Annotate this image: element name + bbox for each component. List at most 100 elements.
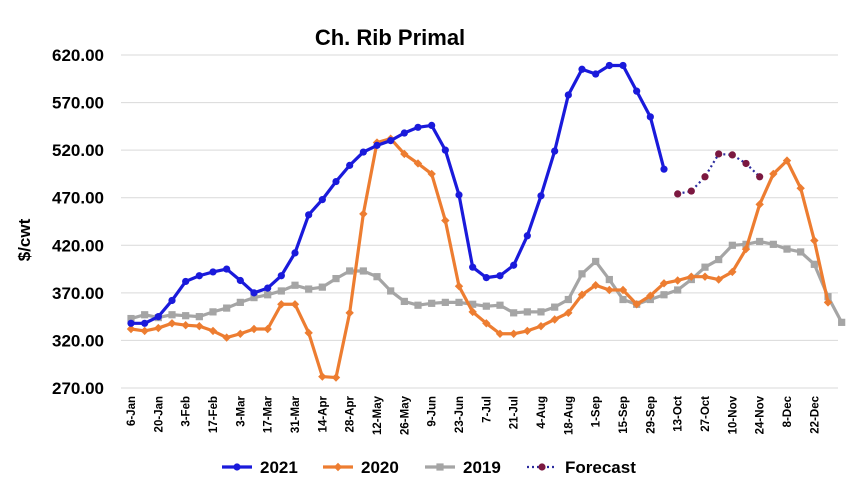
data-point [168,296,176,305]
data-point [701,173,709,181]
data-point [318,196,326,204]
data-point [290,300,300,309]
data-point [646,113,654,121]
y-tick-label: 320.00 [52,331,104,350]
y-tick-label: 370.00 [52,284,104,303]
x-tick-label: 20-Jan [153,396,165,432]
x-tick-label: 21-Jul [509,396,521,429]
series-group [126,61,846,382]
data-point [455,191,463,199]
y-tick-label: 520.00 [52,141,104,160]
data-point [250,289,258,297]
data-point [195,321,204,331]
data-point [605,285,614,295]
data-point [632,300,641,309]
data-point [332,177,340,186]
data-point [236,298,244,306]
data-point [783,245,791,253]
data-point [126,324,136,334]
data-point [305,211,313,219]
data-point [455,298,463,306]
data-point [209,268,217,276]
data-point [181,321,190,330]
data-point [537,192,545,200]
data-point [277,300,286,309]
x-tick-label: 17-Mar [263,395,275,433]
data-point [659,279,669,288]
x-tick-label: 3-Mar [235,395,247,426]
data-point [277,287,285,295]
x-tick-label: 24-Nov [755,395,767,434]
data-point [359,267,367,275]
x-tick-label: 26-May [399,395,411,435]
data-point [728,151,736,159]
data-point [482,319,491,328]
data-point [538,463,546,471]
x-tick-label: 12-May [372,395,384,435]
data-point [140,326,149,336]
data-point [154,313,162,321]
data-point [673,276,682,285]
data-point [510,261,518,269]
data-point [674,286,682,294]
data-point [373,273,381,281]
y-tick-label: 270.00 [52,379,104,398]
data-point [332,274,340,283]
data-point [387,287,395,295]
data-point [619,295,627,304]
data-point [359,148,367,156]
data-point [482,274,490,282]
x-tick-label: 14-Apr [317,395,329,432]
x-tick-label: 3-Feb [181,396,193,427]
data-point [469,300,477,308]
data-point [755,200,764,209]
data-point [141,311,149,319]
data-point [496,301,504,309]
data-point [468,307,477,317]
data-point [715,150,723,158]
data-point [782,156,792,165]
series-line [130,137,830,380]
series-2021 [127,61,668,327]
data-point [277,272,285,280]
data-point [564,295,572,304]
data-point [536,321,546,331]
data-point [660,291,668,299]
data-point [823,298,833,307]
data-point [441,298,449,306]
legend-item-2021: 2021 [222,458,298,477]
data-point [236,329,245,338]
data-point [222,333,231,342]
data-point [428,299,436,307]
series-2019 [127,237,846,326]
x-tick-label: 28-Apr [345,395,357,432]
x-tick-label: 31-Mar [290,395,302,433]
data-point [756,173,764,181]
data-point [264,291,272,299]
x-tick-label: 1-Sep [591,396,603,427]
x-tick-label: 22-Dec [809,395,821,433]
data-point [454,281,464,291]
data-point [551,303,559,311]
x-tick-label: 4-Aug [536,396,548,429]
data-point [414,123,422,131]
y-tick-label: 420.00 [52,236,104,255]
data-point [537,308,545,316]
data-point [250,294,258,302]
grid-lines [121,54,838,389]
data-point [318,372,327,381]
legend-label: 2020 [361,458,399,477]
data-point [305,285,313,293]
legend-item-2019: 2019 [425,458,501,477]
data-point [687,187,695,195]
data-point [810,260,818,268]
data-point [167,319,177,328]
data-point [345,308,354,318]
data-point [551,147,559,155]
x-tick-label: 17-Feb [208,396,220,433]
data-point [127,314,135,323]
data-point [756,237,764,246]
x-tick-labels: 6-Jan 20-Jan 3-Feb 17-Feb 3-Mar 17-Mar 31-Mar 1… [126,395,821,435]
x-tick-label: 27-Oct [700,396,712,432]
